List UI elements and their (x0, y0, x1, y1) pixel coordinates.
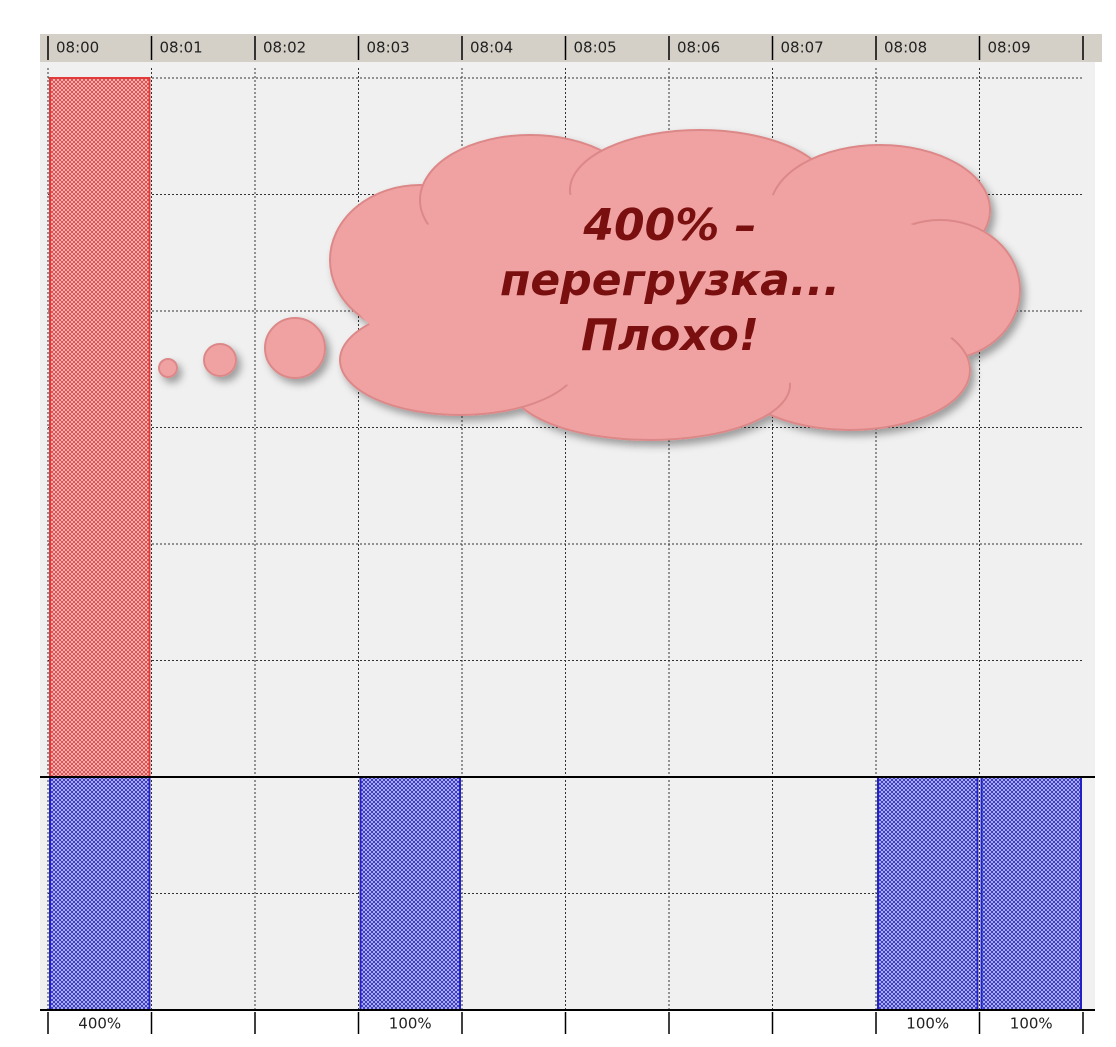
x-tick-label: 08:07 (781, 39, 824, 57)
cloud (158, 129, 1021, 441)
bar (980, 776, 1082, 1011)
bar (49, 776, 151, 1011)
x-tick-label: 08:05 (574, 39, 617, 57)
x-tick-label: 08:09 (988, 39, 1031, 57)
bar (359, 776, 461, 1011)
annotation: Плохо! (581, 310, 759, 361)
value-label: 400% (78, 1015, 121, 1033)
x-tick-label: 08:04 (470, 39, 513, 57)
x-tick-label: 08:00 (56, 39, 99, 57)
annotation: перегрузка... (500, 255, 840, 306)
bar-overallocation (49, 77, 151, 778)
annotation: 400% – (582, 200, 756, 251)
x-tick-label: 08:02 (263, 39, 306, 57)
x-tick-label: 08:06 (677, 39, 720, 57)
value-label: 100% (389, 1015, 432, 1033)
value-label: 100% (906, 1015, 949, 1033)
bar (877, 776, 979, 1011)
x-tick-label: 08:03 (367, 39, 410, 57)
x-tick-label: 08:01 (160, 39, 203, 57)
header-row (40, 34, 1102, 62)
value-label: 100% (1010, 1015, 1053, 1033)
x-tick-label: 08:08 (884, 39, 927, 57)
